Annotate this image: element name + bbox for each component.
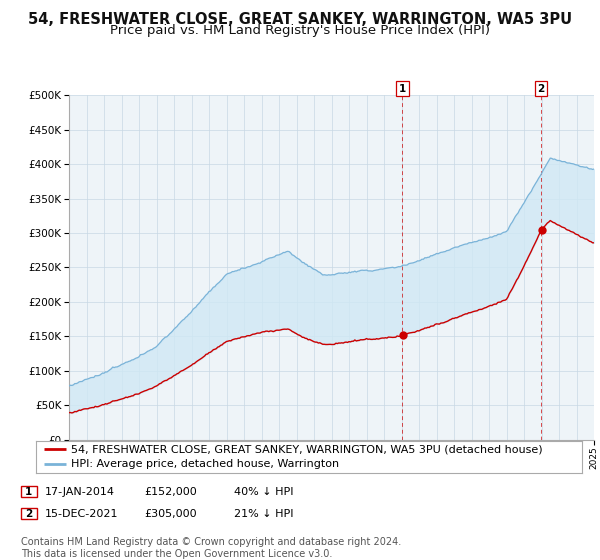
Text: 21% ↓ HPI: 21% ↓ HPI [234,508,293,519]
Text: 54, FRESHWATER CLOSE, GREAT SANKEY, WARRINGTON, WA5 3PU (detached house): 54, FRESHWATER CLOSE, GREAT SANKEY, WARR… [71,445,543,455]
Text: HPI: Average price, detached house, Warrington: HPI: Average price, detached house, Warr… [71,459,340,469]
Text: £305,000: £305,000 [144,508,197,519]
Text: 2: 2 [537,84,544,94]
Text: Contains HM Land Registry data © Crown copyright and database right 2024.
This d: Contains HM Land Registry data © Crown c… [21,537,401,559]
Text: 54, FRESHWATER CLOSE, GREAT SANKEY, WARRINGTON, WA5 3PU: 54, FRESHWATER CLOSE, GREAT SANKEY, WARR… [28,12,572,27]
Text: 1: 1 [25,487,32,497]
Text: 2: 2 [25,508,32,519]
Text: Price paid vs. HM Land Registry's House Price Index (HPI): Price paid vs. HM Land Registry's House … [110,24,490,36]
Text: 17-JAN-2014: 17-JAN-2014 [45,487,115,497]
Text: 15-DEC-2021: 15-DEC-2021 [45,508,119,519]
Text: 40% ↓ HPI: 40% ↓ HPI [234,487,293,497]
Text: 1: 1 [399,84,406,94]
Text: £152,000: £152,000 [144,487,197,497]
